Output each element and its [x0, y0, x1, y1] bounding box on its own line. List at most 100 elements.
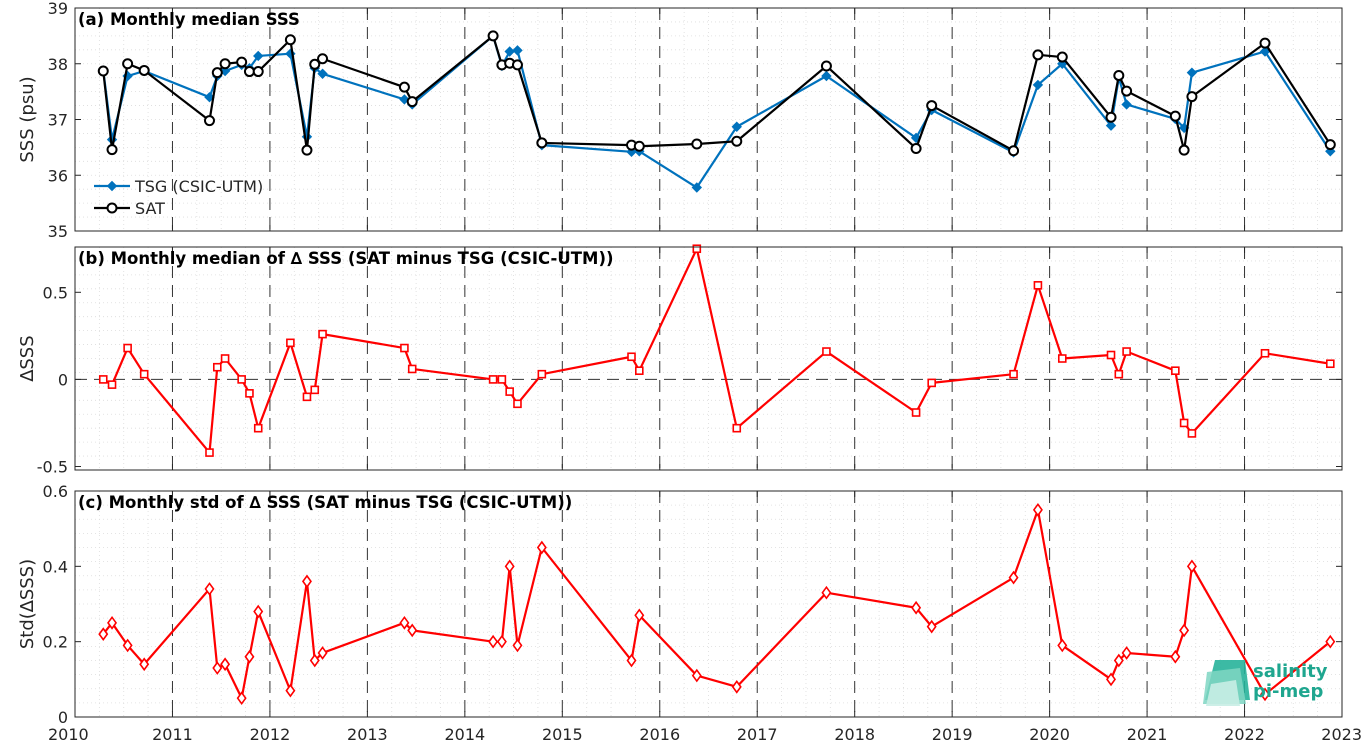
data-point — [317, 68, 328, 79]
data-point — [407, 623, 418, 638]
legend: TSG (CSIC-UTM) SAT — [94, 177, 263, 218]
x-tick-label: 2013 — [347, 725, 388, 744]
data-point — [626, 653, 637, 668]
data-point — [285, 683, 296, 698]
data-point — [1056, 51, 1068, 63]
data-point — [732, 423, 742, 433]
data-point — [1326, 359, 1335, 369]
data-point — [106, 144, 118, 156]
data-point — [537, 369, 547, 379]
data-point — [406, 96, 418, 108]
data-point — [284, 34, 296, 46]
data-point — [139, 657, 150, 672]
x-tick-label: 2014 — [444, 725, 485, 744]
x-tick-label: 2010 — [48, 725, 89, 744]
data-point — [243, 66, 255, 78]
x-tick-label: 2012 — [250, 725, 291, 744]
data-point — [398, 81, 410, 93]
data-point — [1105, 111, 1117, 123]
y-tick-label: 39 — [48, 0, 68, 18]
data-point — [236, 56, 248, 68]
axes-frame — [74, 246, 1343, 471]
data-point — [1106, 350, 1116, 360]
panel-title: (c) Monthly std of ∆ SSS (SAT minus TSG … — [78, 493, 572, 512]
data-point — [731, 121, 742, 132]
data-point — [309, 58, 321, 70]
data-point — [513, 399, 522, 409]
data-point — [512, 45, 523, 56]
data-point — [1121, 99, 1132, 110]
data-point — [911, 600, 922, 615]
data-point — [286, 338, 295, 348]
data-point — [1260, 687, 1270, 702]
x-tick-label: 2020 — [1029, 725, 1070, 744]
data-point — [627, 352, 636, 362]
legend-label: TSG (CSIC-UTM) — [134, 177, 263, 196]
x-tick-label: 2011 — [152, 725, 193, 744]
x-tick-label: 2016 — [639, 725, 680, 744]
data-point — [1105, 120, 1117, 131]
legend-marker — [106, 202, 118, 214]
data-point — [1008, 570, 1019, 585]
data-point — [1032, 79, 1044, 91]
data-point — [505, 387, 514, 396]
data-point — [253, 604, 264, 619]
data-point — [252, 66, 264, 78]
axes-frame — [74, 490, 1343, 718]
data-point — [1170, 649, 1181, 664]
data-point — [1178, 144, 1190, 156]
data-point — [310, 385, 320, 395]
data-point — [536, 137, 548, 149]
data-point — [1106, 672, 1117, 687]
y-tick-label: 0.6 — [43, 482, 68, 501]
data-point — [123, 343, 132, 353]
x-tick-label: 2021 — [1127, 725, 1168, 744]
panel-b-monthly-median-delta-sss: -0.5 0 0.5 ∆SSS (b) Monthly median of ∆ SSS … — [17, 244, 1343, 477]
data-point — [1187, 429, 1197, 438]
data-point — [1259, 37, 1271, 49]
data-point — [212, 362, 222, 372]
data-point — [205, 448, 214, 457]
data-point — [633, 140, 645, 152]
legend-label: SAT — [135, 199, 165, 218]
data-point — [1186, 559, 1197, 574]
data-point — [911, 408, 921, 417]
data-point — [253, 423, 263, 433]
data-point — [203, 115, 215, 127]
data-point — [1113, 69, 1125, 81]
data-point — [399, 615, 410, 630]
data-point — [97, 65, 109, 77]
y-axis-label: ∆SSS — [17, 335, 38, 382]
data-point — [139, 369, 149, 379]
data-point — [731, 135, 743, 147]
y-tick-label: 0 — [58, 370, 68, 389]
y-axis-label: SSS (psu) — [17, 76, 38, 162]
data-point — [1033, 281, 1043, 290]
data-point — [1121, 85, 1133, 97]
data-point — [1259, 46, 1271, 57]
data-point — [691, 138, 703, 150]
data-point — [1057, 638, 1068, 653]
x-tick-label: 2018 — [834, 725, 875, 744]
data-point — [253, 50, 264, 62]
data-point — [1179, 418, 1189, 428]
data-point — [211, 67, 223, 79]
data-point — [309, 653, 320, 668]
data-point — [1324, 139, 1336, 151]
data-point — [691, 668, 702, 683]
data-point — [1114, 369, 1124, 379]
data-point — [1032, 502, 1043, 517]
data-point — [488, 375, 498, 384]
data-point — [511, 59, 523, 71]
data-point — [926, 619, 937, 634]
data-point — [1260, 348, 1270, 358]
x-tick-label: 2015 — [542, 725, 583, 744]
legend-marker — [106, 180, 118, 192]
data-point — [504, 559, 515, 574]
data-point — [691, 182, 703, 193]
data-point — [821, 70, 832, 82]
data-point — [317, 53, 329, 65]
data-point — [1171, 366, 1180, 375]
data-point — [407, 364, 417, 374]
data-point — [1179, 623, 1190, 638]
